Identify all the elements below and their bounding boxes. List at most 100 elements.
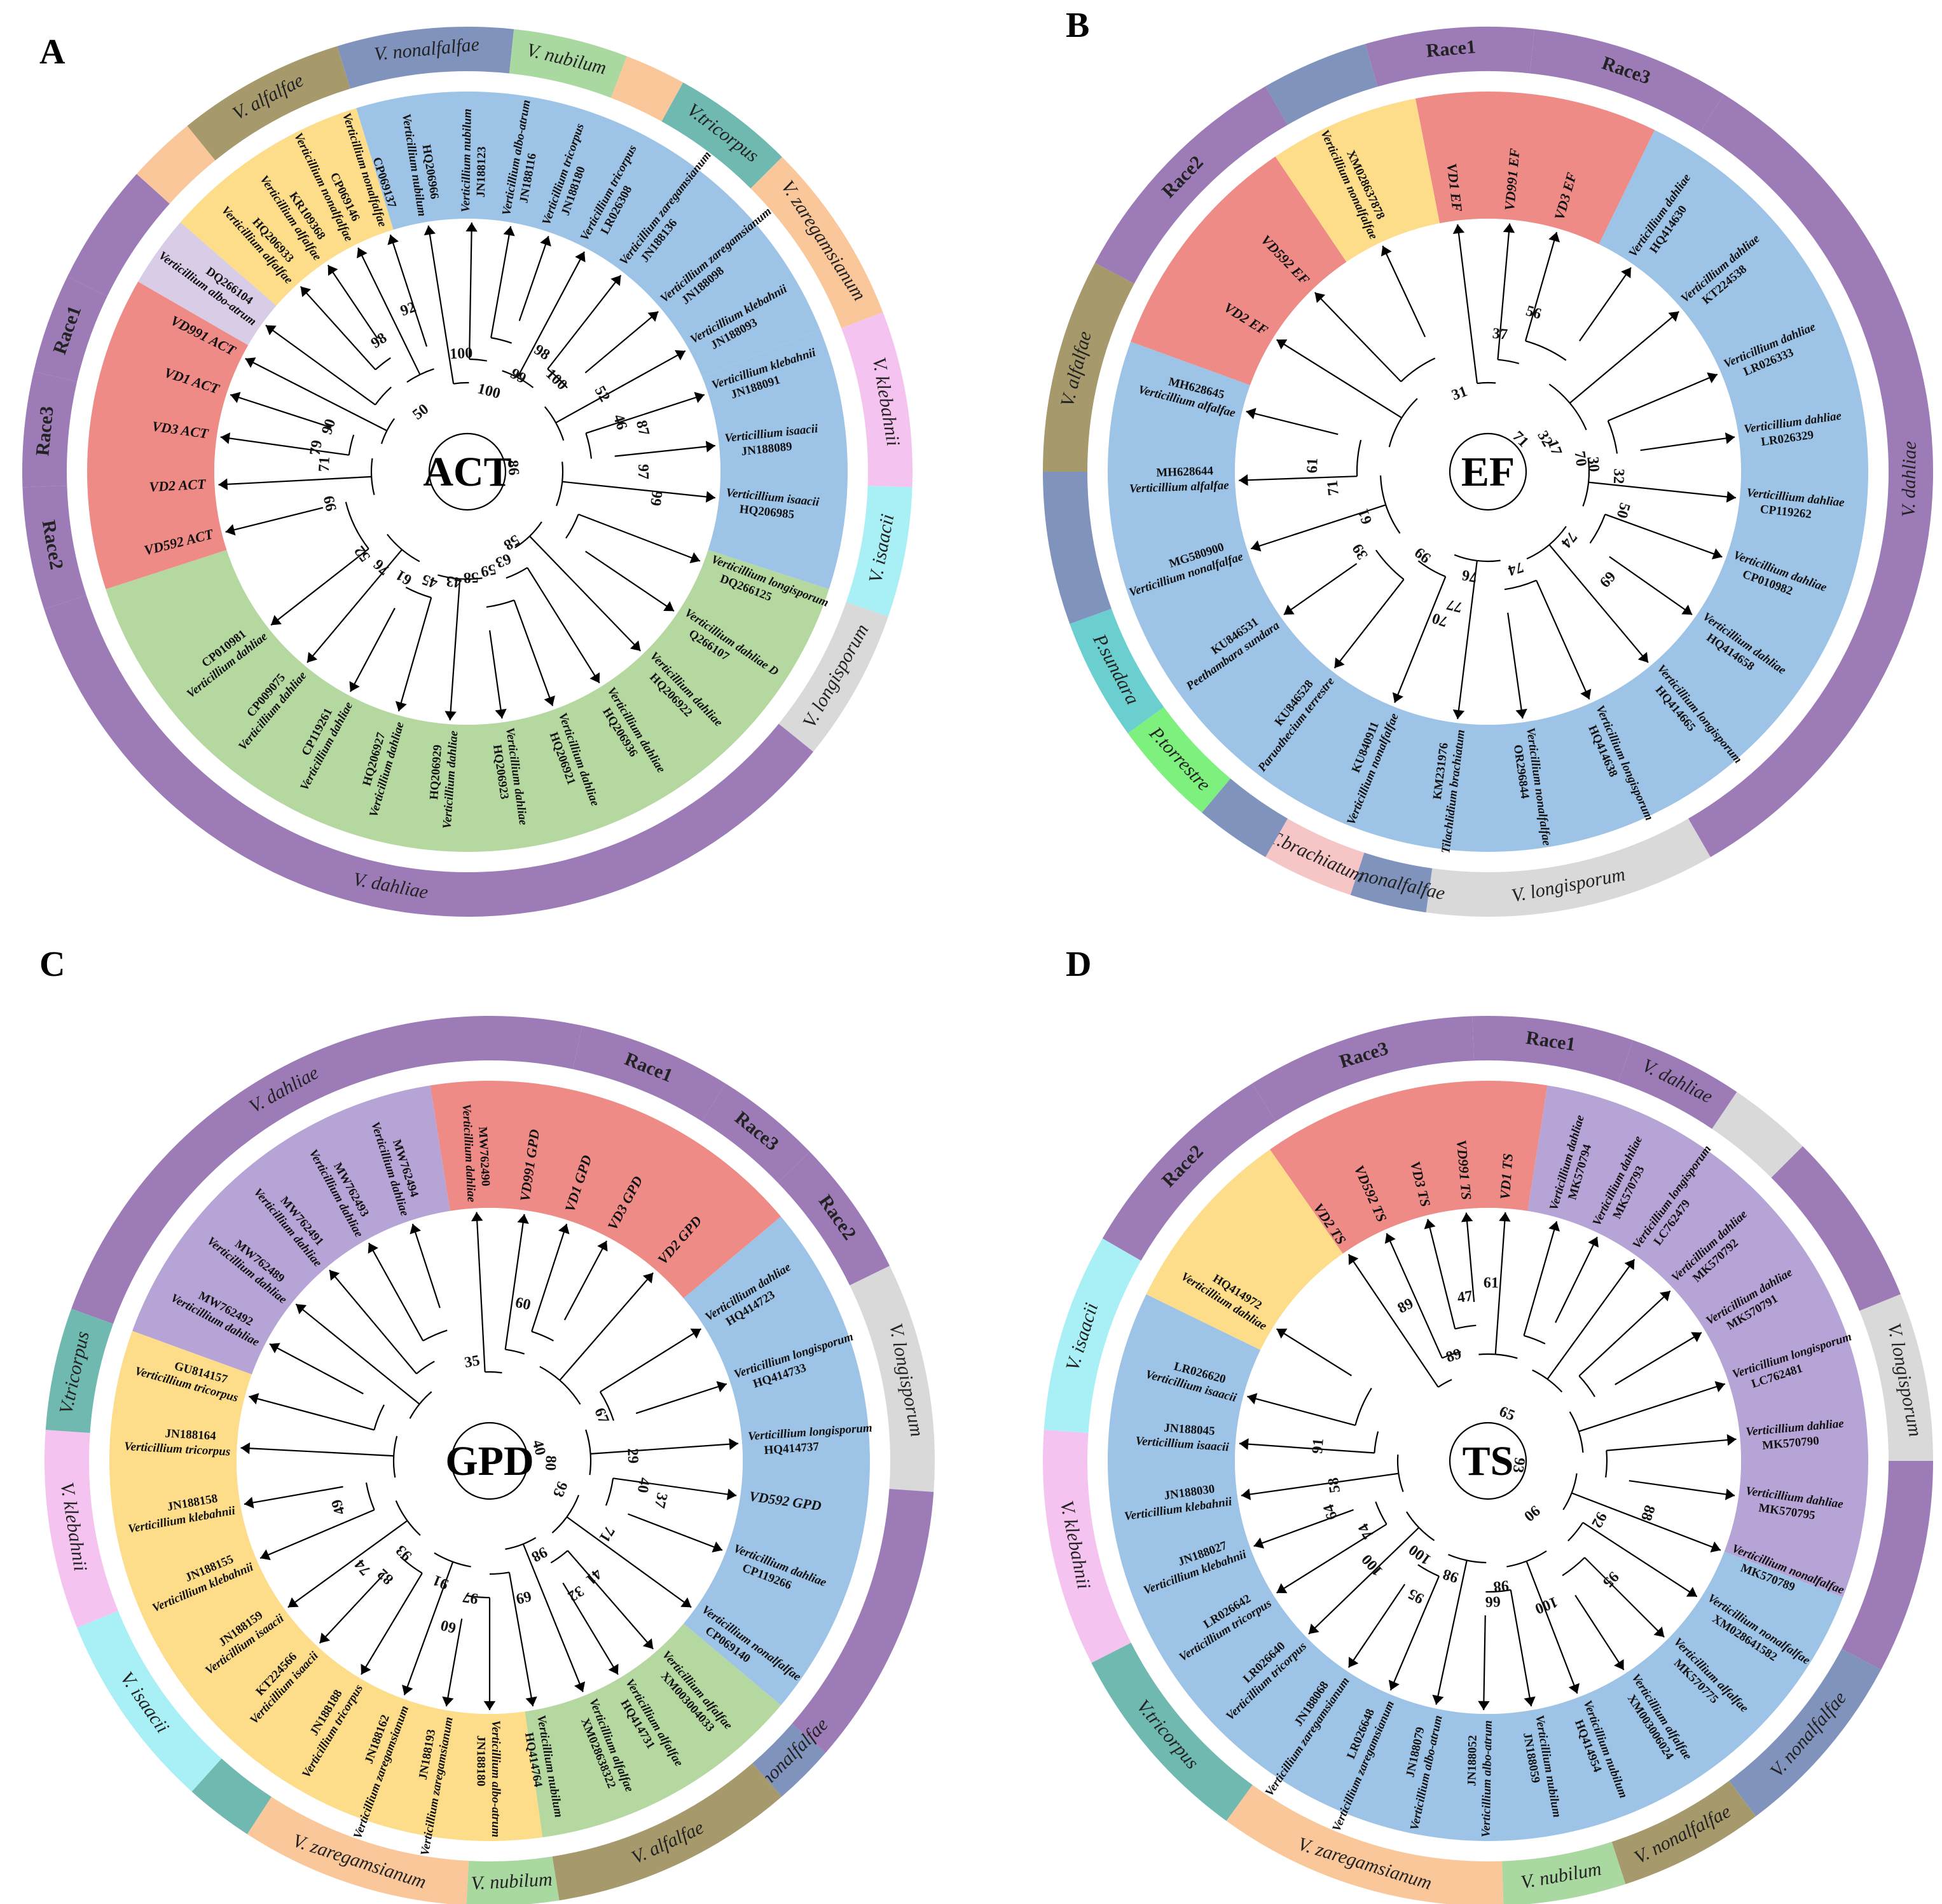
branch-tip [525, 1696, 537, 1707]
branch-tip [1711, 548, 1723, 559]
ring-segment [778, 602, 888, 752]
branch-tip [220, 432, 231, 444]
ring-segment [750, 157, 883, 329]
branch [327, 264, 378, 339]
ring-segment [752, 1723, 826, 1797]
branch [329, 1270, 417, 1374]
branch-arc [1562, 1557, 1585, 1577]
branch [529, 535, 642, 652]
branch-tip [1461, 1212, 1473, 1223]
accession-label: MW762490 [476, 1127, 492, 1187]
branch-arc [371, 476, 375, 495]
branch-tip [402, 1684, 413, 1695]
branch-arc [370, 458, 373, 477]
branch-arc [1375, 549, 1405, 580]
branch [1333, 579, 1405, 669]
bootstrap-value: 71 [316, 456, 333, 472]
branch-tip [1668, 312, 1679, 322]
branch-arc [422, 1329, 448, 1342]
branch-tip [1710, 1541, 1721, 1553]
branch [518, 235, 549, 322]
branch [1247, 1395, 1356, 1427]
bootstrap-value: 91 [1309, 1438, 1327, 1455]
bootstrap-value: 80 [542, 1455, 559, 1471]
branch-arc [1569, 1411, 1580, 1432]
branch [1465, 1212, 1475, 1303]
branch-tip [1276, 1328, 1288, 1339]
branch-tip [1241, 1488, 1251, 1500]
branch-arc [1375, 1501, 1388, 1525]
branch [1609, 556, 1693, 615]
bootstrap-value: 58 [1325, 1476, 1344, 1494]
ring-segment [1043, 1430, 1131, 1663]
bootstrap-value: 97 [462, 1588, 479, 1606]
branch-tip [1384, 1233, 1396, 1244]
branch-tip [1239, 1438, 1249, 1450]
branch [567, 1550, 654, 1650]
root-arc [1449, 1421, 1527, 1500]
branch-tip [1478, 1701, 1490, 1710]
bootstrap-value: 35 [463, 1352, 481, 1371]
ring-segment [1618, 1040, 1737, 1129]
branch-arc [551, 1516, 568, 1534]
branch-arc [559, 1380, 581, 1405]
branch-arc [547, 368, 568, 388]
bootstrap-value: 60 [514, 1294, 532, 1313]
branch [490, 226, 512, 338]
branch-arc [523, 1537, 537, 1545]
branch [300, 285, 376, 371]
branch-tip [327, 265, 338, 276]
branch [1584, 1557, 1665, 1638]
branch-tip [540, 236, 551, 247]
panel-letter: C [39, 945, 65, 984]
branch [1523, 1221, 1558, 1336]
tree-area [214, 219, 720, 725]
branch-arc [375, 357, 391, 371]
branch [1578, 1383, 1726, 1432]
branch-tip [630, 640, 641, 651]
taxon-label: Verticillium albo-atrum [1480, 1720, 1495, 1838]
branch-arc [1478, 1353, 1496, 1355]
clade-sector [430, 1081, 782, 1299]
bootstrap-value: 61 [1304, 458, 1321, 474]
accession-label: JN188164 [165, 1427, 217, 1443]
ring-segment [1472, 1016, 1633, 1083]
ring-segment [572, 1025, 726, 1121]
branch-arc [1388, 417, 1403, 448]
branch [445, 1618, 463, 1707]
branch-tip [642, 1273, 654, 1284]
branch-tip [729, 1438, 739, 1450]
branch-tip [424, 225, 436, 236]
branch-arc [1454, 1324, 1477, 1330]
branch [1588, 481, 1736, 499]
branch-tip [1452, 709, 1465, 720]
branch [249, 1395, 375, 1431]
branch-tip [349, 681, 360, 692]
branch-tip [1580, 688, 1592, 700]
branch-tip [1424, 1219, 1436, 1229]
branch [584, 311, 659, 374]
clade-sector [683, 1216, 870, 1706]
bootstrap-value: 40 [634, 1476, 652, 1494]
branch-arc [434, 1552, 453, 1563]
ring-segment [44, 595, 814, 917]
branch-arc [585, 433, 593, 459]
branch-tip [1247, 1393, 1258, 1405]
branch [614, 444, 715, 457]
ring-segment [71, 1015, 582, 1324]
branch-arc [566, 1495, 580, 1517]
branch [1382, 245, 1426, 338]
branch-arc [539, 1366, 560, 1381]
branch-arc [529, 521, 542, 537]
branch-tip [1388, 1680, 1400, 1690]
branch-tip [610, 275, 621, 286]
branch-arc [380, 430, 388, 444]
branch-tip [675, 350, 685, 360]
branch-tip [361, 1664, 371, 1675]
branch-tip [1524, 1696, 1536, 1707]
branch-arc [490, 337, 513, 344]
ring-segment [136, 125, 216, 204]
accession-label: MH628644 [1156, 464, 1214, 479]
clade-sector [109, 1331, 543, 1841]
